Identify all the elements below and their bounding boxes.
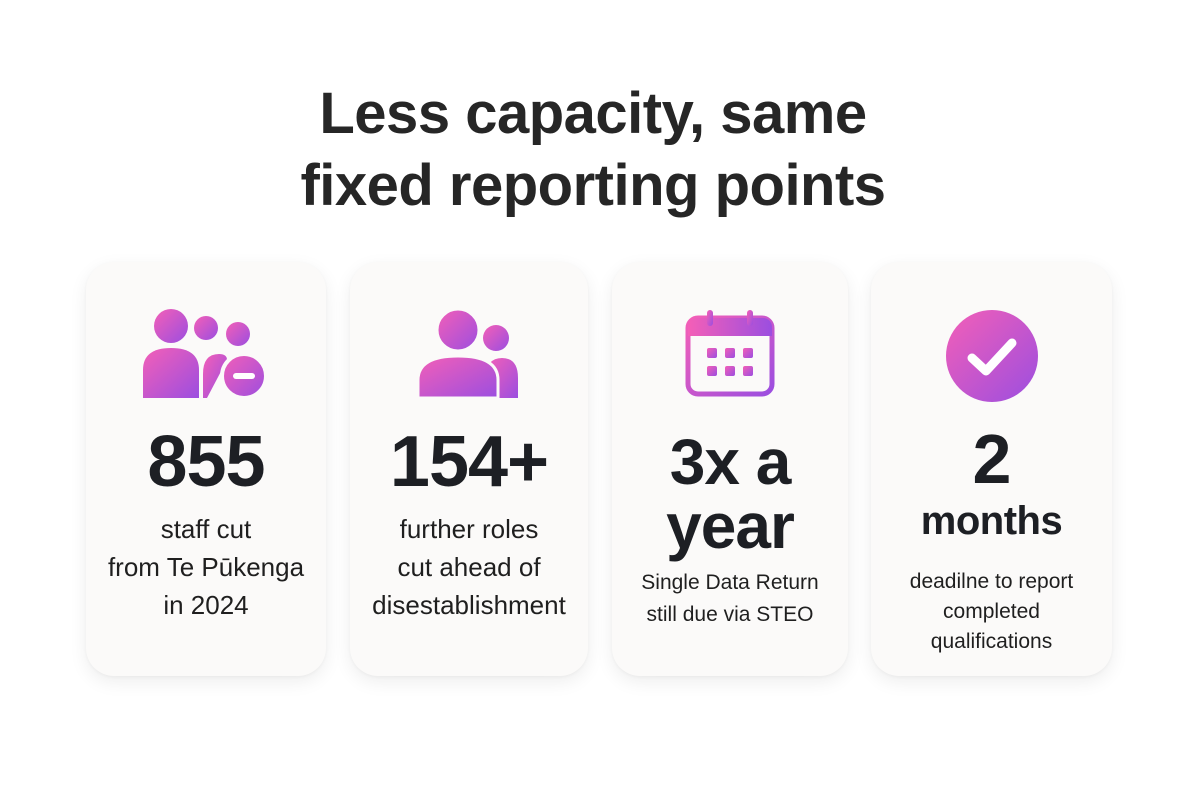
stat-value: 855 [147, 422, 265, 502]
people-remove-icon [141, 308, 271, 403]
stat-value: 2 months [871, 422, 1112, 546]
stat-line: 3x a [669, 426, 792, 498]
stat-line: year [666, 490, 795, 562]
desc-line: qualifications [930, 630, 1053, 653]
stat-card-staff-cut: 855 staff cut from Te Pūkenga in 2024 [86, 262, 326, 676]
stat-card-reporting-frequency: 3x a year Single Data Return still due v… [612, 262, 848, 676]
stat-number: 2 [972, 420, 1012, 498]
stat-card-deadline: 2 months deadilne to report completed qu… [871, 262, 1112, 676]
desc-line: Single Data Return [641, 571, 819, 594]
desc-line: cut ahead of [397, 552, 541, 582]
stat-description: staff cut from Te Pūkenga in 2024 [86, 510, 326, 624]
desc-line: staff cut [160, 514, 252, 544]
stat-description: deadilne to report completed qualificati… [871, 567, 1112, 657]
desc-line: deadilne to report [909, 570, 1074, 593]
stat-description: further roles cut ahead of disestablishm… [350, 510, 588, 624]
stat-value: 3x a year [612, 430, 848, 558]
people-group-icon [414, 307, 524, 403]
page-title: Less capacity, same fixed reporting poin… [0, 78, 1186, 222]
desc-line: completed [943, 600, 1040, 623]
stat-value: 154+ [389, 422, 549, 502]
desc-line: still due via STEO [646, 603, 814, 626]
stat-unit: months [920, 499, 1063, 543]
desc-line: disestablishment [372, 590, 566, 620]
page-title-line-2: fixed reporting points [300, 153, 886, 218]
check-circle-icon [944, 308, 1040, 409]
desc-line: from Te Pūkenga [107, 552, 305, 582]
desc-line: further roles [399, 514, 539, 544]
desc-line: in 2024 [163, 590, 249, 620]
stat-card-roles-cut: 154+ further roles cut ahead of disestab… [350, 262, 588, 676]
stat-description: Single Data Return still due via STEO [612, 567, 848, 631]
calendar-icon [685, 308, 775, 403]
page-title-line-1: Less capacity, same [319, 81, 867, 146]
